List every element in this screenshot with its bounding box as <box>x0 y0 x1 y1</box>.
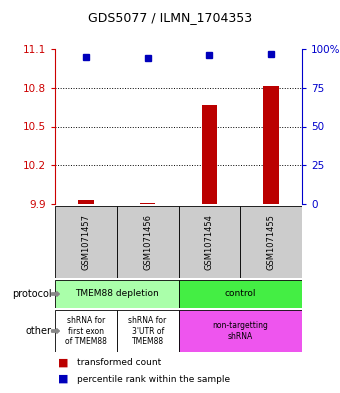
Text: non-targetting
shRNA: non-targetting shRNA <box>212 321 268 341</box>
Text: shRNA for
first exon
of TMEM88: shRNA for first exon of TMEM88 <box>65 316 107 346</box>
Bar <box>202 105 217 204</box>
Text: other: other <box>26 326 52 336</box>
Bar <box>264 86 279 204</box>
Bar <box>178 206 240 278</box>
Bar <box>55 206 117 278</box>
Text: GDS5077 / ILMN_1704353: GDS5077 / ILMN_1704353 <box>88 11 252 24</box>
Bar <box>55 280 178 308</box>
Bar <box>178 310 302 352</box>
Bar <box>140 203 155 204</box>
Bar <box>55 310 117 352</box>
Bar <box>78 200 94 204</box>
Text: protocol: protocol <box>12 289 52 299</box>
Text: control: control <box>224 290 256 299</box>
Text: GSM1071457: GSM1071457 <box>81 214 90 270</box>
Text: GSM1071456: GSM1071456 <box>143 214 152 270</box>
Text: ■: ■ <box>58 374 69 384</box>
Text: GSM1071455: GSM1071455 <box>267 214 276 270</box>
Text: GSM1071454: GSM1071454 <box>205 214 214 270</box>
Text: ■: ■ <box>58 358 69 368</box>
Bar <box>240 206 302 278</box>
Text: TMEM88 depletion: TMEM88 depletion <box>75 290 159 299</box>
Bar <box>178 280 302 308</box>
Text: percentile rank within the sample: percentile rank within the sample <box>77 375 230 384</box>
Text: transformed count: transformed count <box>77 358 162 367</box>
Bar <box>117 310 178 352</box>
Bar <box>117 206 178 278</box>
Text: shRNA for
3'UTR of
TMEM88: shRNA for 3'UTR of TMEM88 <box>129 316 167 346</box>
